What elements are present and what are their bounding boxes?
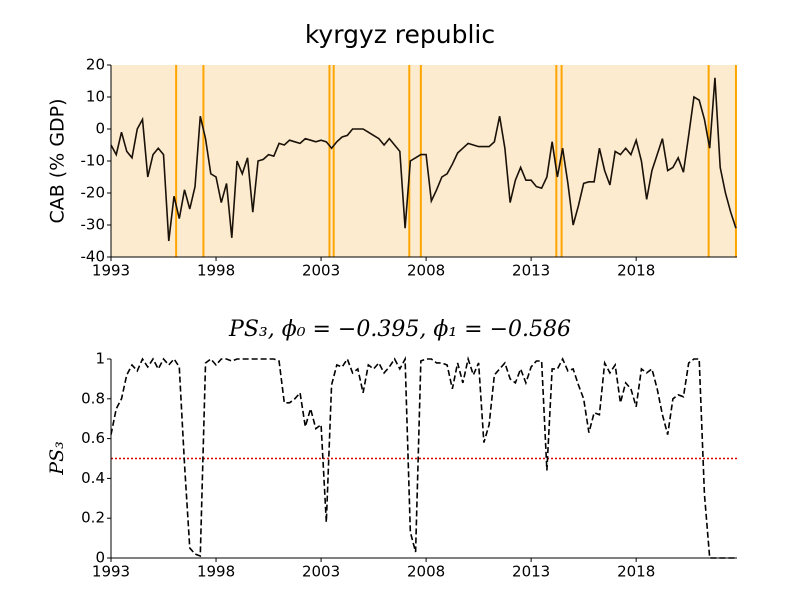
x-tick-label: 2008 [407, 563, 445, 581]
x-tick-label: 2008 [407, 262, 445, 280]
y-tick-label: -30 [81, 216, 106, 234]
x-tick-label: 1993 [92, 563, 130, 581]
data-line [110, 77, 737, 242]
y-tick-label: 1 [95, 350, 105, 368]
x-tick-label: 2013 [512, 262, 550, 280]
x-tick-label: 1998 [197, 563, 235, 581]
y-tick-label: -40 [81, 248, 106, 266]
chart-title: PS₃, ϕ₀ = −0.395, ϕ₁ = −0.586 [228, 317, 571, 342]
y-axis-label: PS₃ [46, 441, 68, 475]
y-tick-label: 20 [86, 56, 105, 74]
x-tick-label: 2003 [302, 563, 340, 581]
y-axis-label: CAB (% GDP) [47, 98, 69, 223]
y-tick-label: 0.6 [81, 429, 105, 447]
y-tick-label: 0 [95, 120, 105, 138]
y-tick-label: 0.4 [81, 469, 105, 487]
x-tick-label: 2018 [617, 563, 655, 581]
y-tick-label: -20 [81, 184, 106, 202]
chart-title: kyrgyz republic [305, 20, 495, 49]
y-tick-label: 0 [95, 549, 105, 567]
x-tick-label: 2013 [512, 563, 550, 581]
x-tick-label: 1998 [197, 262, 235, 280]
y-tick-label: -10 [81, 152, 106, 170]
data-line [110, 355, 736, 559]
y-tick-label: 0.8 [81, 389, 105, 407]
x-tick-label: 2018 [617, 262, 655, 280]
y-tick-label: 10 [86, 88, 105, 106]
plot-background [111, 65, 737, 257]
x-tick-label: 1993 [92, 262, 130, 280]
y-tick-label: 0.2 [81, 509, 105, 527]
x-tick-label: 2003 [302, 262, 340, 280]
